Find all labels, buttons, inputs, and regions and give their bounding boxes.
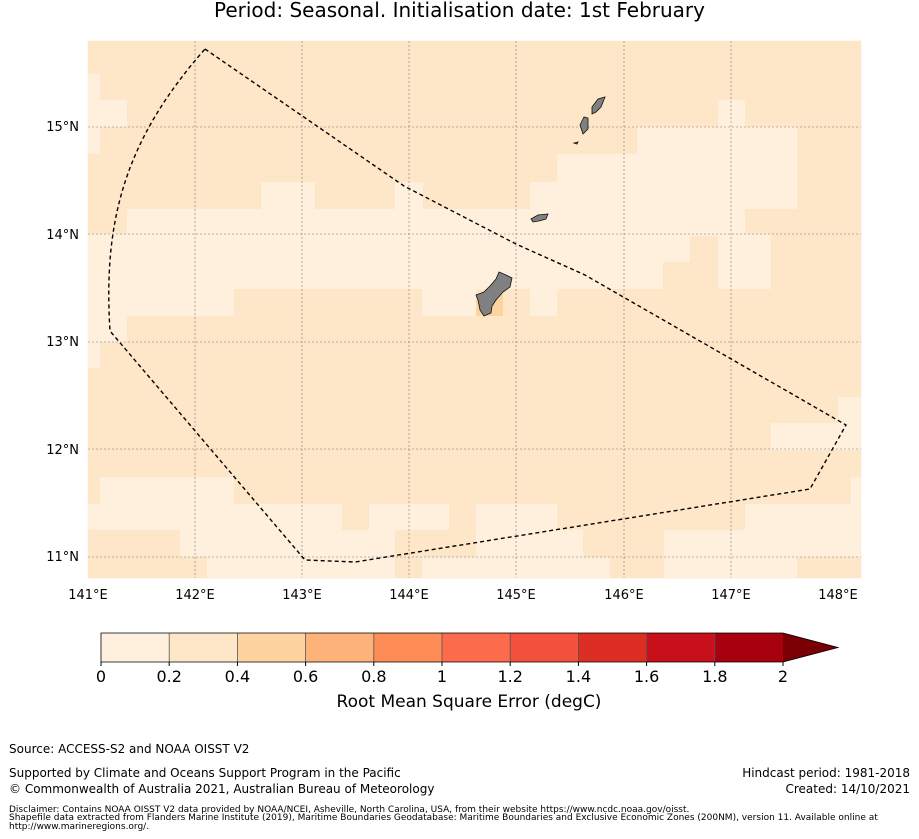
rmse-cell (745, 504, 861, 530)
lat-label: 13°N (46, 335, 79, 350)
colorbar-segment (237, 633, 307, 662)
rmse-cell (476, 504, 557, 530)
rmse-cell (88, 262, 663, 289)
hindcast-period: Hindcast period: 1981-2018 (742, 766, 910, 780)
lon-label: 143°E (282, 588, 322, 603)
colorbar-tick-label: 2 (778, 667, 788, 686)
colorbar-segment (646, 633, 716, 662)
rmse-cell (637, 127, 797, 154)
rmse-cell (88, 74, 100, 154)
colorbar-segment (373, 633, 443, 662)
lat-label: 11°N (46, 550, 79, 565)
lat-label: 14°N (46, 228, 79, 243)
colorbar-segment (510, 633, 579, 662)
colorbar-tick-label: 1.8 (702, 667, 727, 686)
gridlines (88, 41, 861, 578)
lon-label: 145°E (496, 588, 536, 603)
saipan-island (591, 96, 606, 115)
rmse-cell (664, 557, 797, 578)
colorbar-tick-label: 1.4 (566, 667, 591, 686)
colorbar-tick-label: 1.2 (497, 667, 522, 686)
rmse-cell (88, 289, 234, 316)
rmse-cell (530, 289, 557, 316)
rmse-cell (422, 289, 476, 316)
lon-label: 144°E (389, 588, 429, 603)
lon-label: 146°E (604, 588, 644, 603)
rmse-cell (100, 100, 127, 127)
colorbar-extend-arrow (783, 633, 838, 662)
colorbar-tick-label: 0.2 (156, 667, 181, 686)
supported-text: Supported by Climate and Oceans Support … (9, 766, 401, 780)
aguijan-island (572, 141, 579, 145)
rmse-cell (664, 530, 861, 557)
rmse-cell (207, 557, 395, 578)
source-text: Source: ACCESS-S2 and NOAA OISST V2 (9, 742, 250, 756)
rmse-cell (127, 209, 745, 236)
rmse-cell (771, 423, 861, 450)
rmse-cell (88, 316, 127, 342)
colorbar-tick-label: 1.6 (634, 667, 659, 686)
lon-label: 148°E (818, 588, 858, 603)
islands (475, 96, 606, 317)
guam-island (475, 271, 513, 317)
map-frame (87, 40, 862, 579)
rmse-cell (838, 397, 861, 423)
rmse-cell (557, 154, 797, 182)
colorbar: 0 0.2 0.4 0.6 0.8 1 1.2 1.4 1.6 1.8 2 (96, 632, 840, 686)
colorbar-tick-label: 0.8 (361, 667, 386, 686)
rmse-cell (718, 234, 771, 262)
lat-label: 12°N (46, 443, 79, 458)
colorbar-segment (578, 633, 648, 662)
lat-label: 15°N (46, 120, 79, 135)
rmse-cell (88, 504, 342, 530)
colorbar-outline (100, 632, 840, 663)
colorbar-tick-label: 0 (96, 667, 106, 686)
eez-boundary (108, 48, 847, 563)
colorbar-tick-label: 0.4 (225, 667, 250, 686)
rmse-cell (100, 477, 234, 504)
disclaimer-line-1: Disclaimer: Contains NOAA OISST V2 data … (9, 805, 690, 815)
copyright-text: © Commonwealth of Australia 2021, Austra… (9, 782, 435, 796)
colorbar-segment (305, 633, 375, 662)
very-low-rmse-cells (88, 74, 861, 578)
rmse-cell (261, 182, 315, 209)
rmse-cell (422, 557, 610, 578)
rmse-cell (718, 262, 771, 289)
lon-label: 142°E (175, 588, 215, 603)
rmse-cell (88, 234, 690, 262)
lon-label: 141°E (68, 588, 108, 603)
created-date: Created: 14/10/2021 (785, 782, 910, 796)
disclaimer-line-2: Shapefile data extracted from Flanders M… (9, 813, 878, 823)
rmse-cell (718, 100, 745, 127)
tinian-island (579, 116, 589, 135)
colorbar-segment (169, 633, 238, 662)
map-title: Period: Seasonal. Initialisation date: 1… (214, 0, 705, 22)
rmse-cell (530, 182, 797, 209)
colorbar-segment (101, 633, 170, 662)
lon-label: 147°E (711, 588, 751, 603)
colorbar-segment (714, 633, 784, 662)
colorbar-segment (442, 633, 511, 662)
colorbar-tick-label: 1 (437, 667, 447, 686)
rota-island (530, 213, 549, 223)
colorbar-label: Root Mean Square Error (degC) (336, 692, 602, 712)
rmse-cell (180, 530, 395, 557)
rmse-cell (851, 477, 861, 504)
colorbar-tick-label: 0.6 (293, 667, 318, 686)
rmse-cell (88, 342, 100, 368)
disclaimer-line-3: http://www.marineregions.org/. (9, 822, 150, 832)
